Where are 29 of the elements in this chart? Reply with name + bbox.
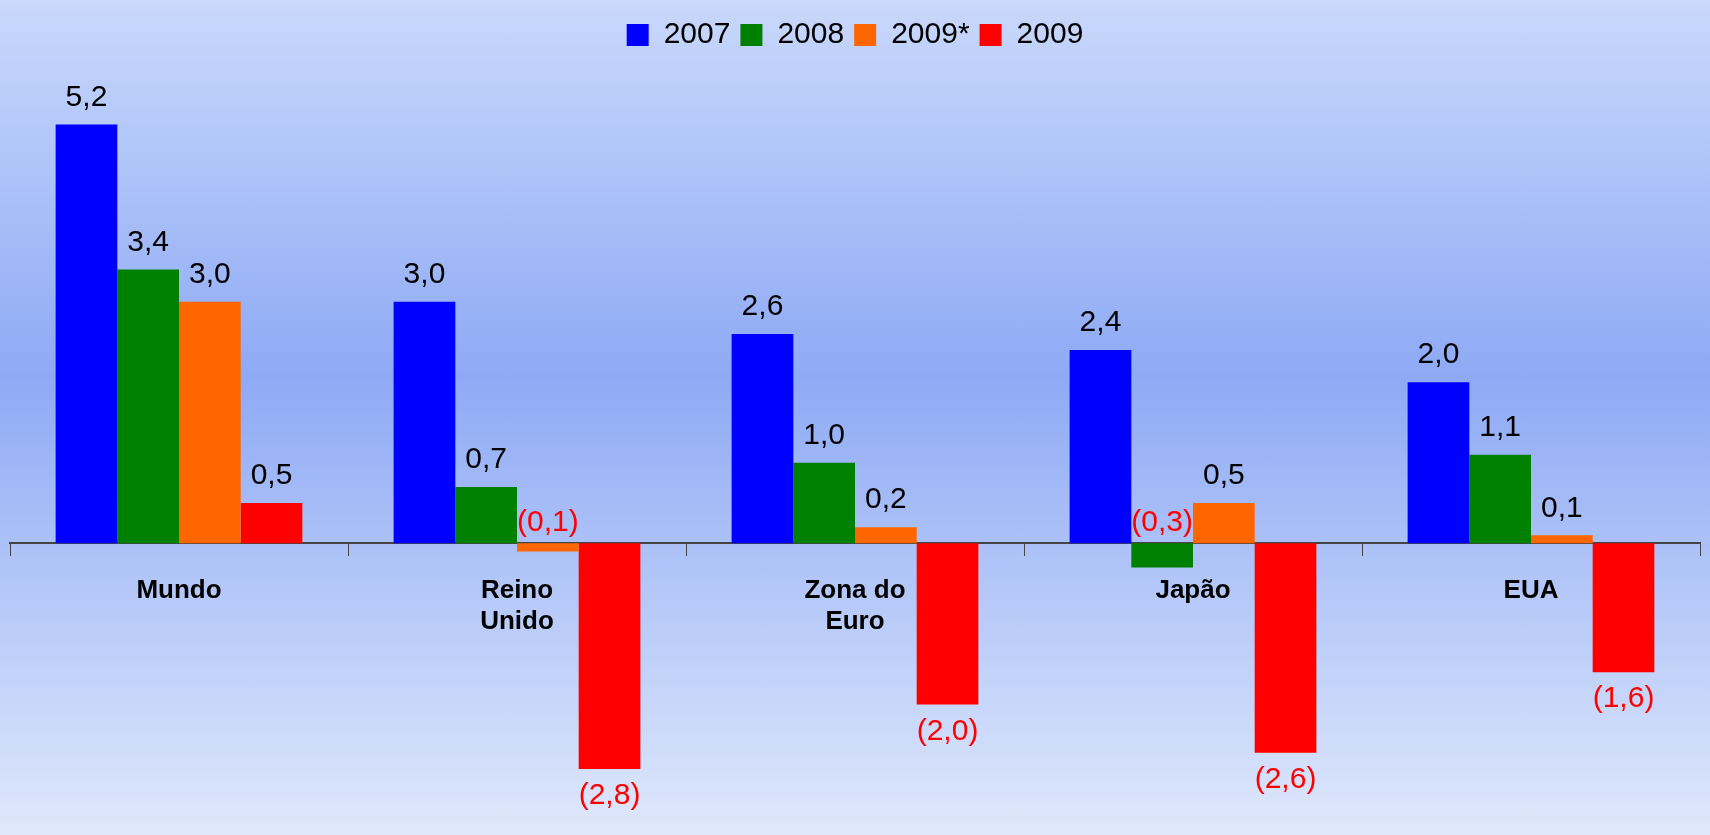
data-label: 1,1 <box>1479 408 1522 442</box>
data-label: (2,8) <box>578 777 641 811</box>
data-label: (0,3) <box>1131 503 1193 537</box>
data-label: 3,0 <box>403 255 446 289</box>
data-label: (2,0) <box>916 712 979 746</box>
data-label: 2,0 <box>1417 336 1460 370</box>
data-label: 0,2 <box>864 481 907 515</box>
data-label: 0,7 <box>465 441 508 475</box>
data-label: (0,1) <box>517 503 579 537</box>
data-label: 5,2 <box>65 78 108 112</box>
x-tick-label: EUA <box>1503 574 1559 605</box>
data-label: 0,5 <box>250 457 293 491</box>
data-label: (2,6) <box>1254 761 1317 795</box>
x-tick-label: Zona do Euro <box>804 574 906 636</box>
data-label: (1,6) <box>1592 680 1655 714</box>
legend-label: 2009 <box>1016 16 1084 50</box>
x-tick-label: Reino Unido <box>480 574 554 636</box>
data-label: 1,0 <box>803 417 846 451</box>
x-tick-label: Japão <box>1155 574 1231 605</box>
legend-label: 2008 <box>777 16 845 50</box>
data-label: 0,1 <box>1540 489 1583 523</box>
data-label: 2,4 <box>1079 304 1122 338</box>
data-label: 2,6 <box>741 288 784 322</box>
legend-label: 2007 <box>663 16 731 50</box>
legend-label: 2009* <box>891 16 970 50</box>
data-label: 3,4 <box>127 223 170 257</box>
data-label: 0,5 <box>1202 457 1245 491</box>
x-tick-label: Mundo <box>136 574 222 605</box>
data-label: 3,0 <box>188 255 231 289</box>
